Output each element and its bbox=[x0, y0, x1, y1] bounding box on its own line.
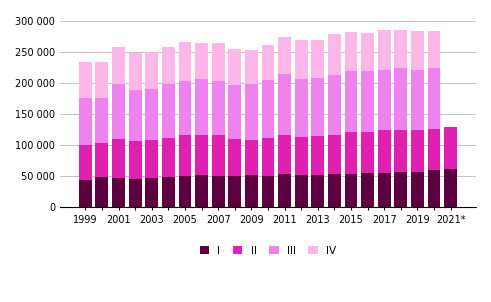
Bar bbox=[378, 130, 391, 173]
Bar bbox=[411, 172, 424, 207]
Bar bbox=[195, 175, 208, 207]
Bar bbox=[378, 30, 391, 69]
Bar bbox=[195, 135, 208, 175]
Bar bbox=[428, 129, 440, 170]
Bar bbox=[428, 68, 440, 129]
Bar bbox=[228, 49, 241, 85]
Bar bbox=[428, 31, 440, 68]
Bar bbox=[295, 40, 308, 79]
Bar bbox=[345, 132, 357, 174]
Bar bbox=[394, 130, 407, 172]
Bar bbox=[212, 176, 225, 207]
Bar bbox=[262, 45, 274, 79]
Bar bbox=[79, 98, 92, 145]
Bar bbox=[394, 172, 407, 207]
Bar bbox=[212, 43, 225, 82]
Bar bbox=[79, 62, 92, 98]
Bar bbox=[179, 135, 191, 176]
Bar bbox=[179, 82, 191, 135]
Bar bbox=[411, 130, 424, 172]
Bar bbox=[179, 176, 191, 207]
Bar bbox=[394, 68, 407, 130]
Bar bbox=[444, 127, 457, 169]
Bar bbox=[95, 143, 109, 177]
Bar bbox=[179, 42, 191, 82]
Bar bbox=[212, 82, 225, 135]
Bar bbox=[145, 140, 158, 178]
Bar bbox=[145, 178, 158, 207]
Bar bbox=[228, 139, 241, 176]
Bar bbox=[95, 62, 109, 98]
Bar bbox=[228, 176, 241, 207]
Bar bbox=[262, 176, 274, 207]
Bar bbox=[295, 175, 308, 207]
Bar bbox=[278, 175, 291, 207]
Bar bbox=[145, 52, 158, 89]
Bar bbox=[95, 98, 109, 143]
Bar bbox=[378, 173, 391, 207]
Bar bbox=[278, 135, 291, 175]
Bar bbox=[444, 169, 457, 207]
Bar bbox=[328, 34, 341, 75]
Bar bbox=[245, 140, 258, 175]
Bar bbox=[394, 30, 407, 68]
Bar bbox=[212, 135, 225, 176]
Bar bbox=[129, 141, 141, 179]
Bar bbox=[345, 32, 357, 72]
Bar bbox=[129, 90, 141, 141]
Bar bbox=[295, 79, 308, 137]
Bar bbox=[262, 139, 274, 176]
Bar bbox=[112, 139, 125, 178]
Bar bbox=[79, 180, 92, 207]
Bar bbox=[411, 31, 424, 69]
Bar bbox=[162, 47, 175, 84]
Bar bbox=[278, 74, 291, 135]
Bar bbox=[295, 137, 308, 175]
Legend: I, II, III, IV: I, II, III, IV bbox=[195, 242, 340, 260]
Bar bbox=[278, 37, 291, 74]
Bar bbox=[361, 132, 374, 173]
Bar bbox=[328, 75, 341, 135]
Bar bbox=[361, 72, 374, 132]
Bar bbox=[245, 50, 258, 84]
Bar bbox=[345, 174, 357, 207]
Bar bbox=[311, 78, 324, 136]
Bar bbox=[311, 136, 324, 175]
Bar bbox=[311, 40, 324, 78]
Bar bbox=[411, 69, 424, 130]
Bar bbox=[378, 69, 391, 130]
Bar bbox=[328, 135, 341, 175]
Bar bbox=[262, 79, 274, 139]
Bar bbox=[245, 175, 258, 207]
Bar bbox=[195, 43, 208, 79]
Bar bbox=[345, 72, 357, 132]
Bar bbox=[162, 138, 175, 177]
Bar bbox=[145, 89, 158, 140]
Bar bbox=[311, 175, 324, 207]
Bar bbox=[195, 79, 208, 135]
Bar bbox=[95, 177, 109, 207]
Bar bbox=[129, 53, 141, 90]
Bar bbox=[112, 85, 125, 139]
Bar bbox=[129, 179, 141, 207]
Bar bbox=[162, 84, 175, 138]
Bar bbox=[245, 84, 258, 140]
Bar bbox=[361, 33, 374, 72]
Bar bbox=[79, 145, 92, 180]
Bar bbox=[112, 178, 125, 207]
Bar bbox=[228, 85, 241, 139]
Bar bbox=[112, 47, 125, 85]
Bar bbox=[361, 173, 374, 207]
Bar bbox=[428, 170, 440, 207]
Bar bbox=[162, 177, 175, 207]
Bar bbox=[328, 175, 341, 207]
